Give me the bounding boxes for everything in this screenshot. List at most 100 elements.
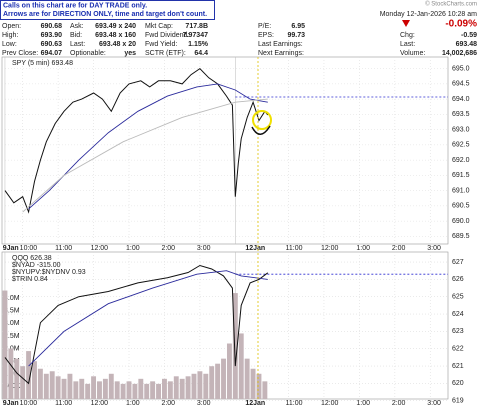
volume-bar xyxy=(97,381,102,399)
quote-label: Low: xyxy=(2,41,17,48)
y-tick-label: 627 xyxy=(452,259,464,266)
quote-label: Last: xyxy=(400,41,415,48)
quote-value: 7.97347 xyxy=(183,32,208,39)
volume-bar xyxy=(161,378,167,399)
legend-entry: $TRIN 0.84 xyxy=(12,276,48,283)
volume-bar xyxy=(2,290,8,399)
x-tick-label: 3:00 xyxy=(427,245,441,252)
quote-value: 693.48 x 160 xyxy=(95,32,136,39)
volume-bar xyxy=(244,358,250,399)
quote-value: 693.90 xyxy=(41,32,63,39)
quote-label: Bid: xyxy=(70,32,82,39)
volume-bar xyxy=(150,381,156,399)
y-tick-label: 691.0 xyxy=(452,187,470,194)
quote-value: 693.48 xyxy=(456,41,478,48)
volume-bar xyxy=(61,378,67,399)
y-tick-label: 692.5 xyxy=(452,142,470,149)
quote-value: -0.59 xyxy=(461,32,477,39)
y-tick-label: 622 xyxy=(452,346,464,353)
volume-bar xyxy=(262,381,268,399)
volume-bar xyxy=(49,371,55,399)
x-tick-label: 11:00 xyxy=(286,400,303,406)
volume-bar xyxy=(185,376,191,399)
volume-tick-label: 3.0M xyxy=(4,320,20,327)
volume-bar xyxy=(226,343,232,399)
y-tick-label: 693.0 xyxy=(452,126,470,133)
quote-label: Chg: xyxy=(400,32,415,39)
highlight-circle xyxy=(252,110,272,130)
x-tick-label: 12:00 xyxy=(321,245,339,252)
volume-bar xyxy=(43,373,49,399)
quote-label: Open: xyxy=(2,23,21,30)
plot-area xyxy=(1,56,449,245)
y-tick-label: 621 xyxy=(452,363,464,370)
note-line: Calls on this chart are for DAY TRADE on… xyxy=(3,2,147,9)
quote-value: 693.49 x 240 xyxy=(95,23,136,30)
x-tick-label: 2:00 xyxy=(392,245,406,252)
quote-label: EPS: xyxy=(258,32,274,39)
volume-bar xyxy=(102,378,108,399)
x-tick-label: 2:00 xyxy=(392,400,406,406)
volume-bar xyxy=(197,371,203,399)
y-tick-label: 693.5 xyxy=(452,111,470,118)
y-tick-label: 689.5 xyxy=(452,233,470,240)
volume-bar xyxy=(156,383,161,399)
volume-bar xyxy=(37,368,43,399)
direction-arrow xyxy=(251,125,271,135)
down-arrow xyxy=(402,20,410,27)
volume-bar xyxy=(203,373,209,399)
legend-entry: QQQ 626.38 xyxy=(12,255,52,262)
note-line: Arrows are for DIRECTION ONLY, time and … xyxy=(3,11,207,18)
quote-label: Last: xyxy=(70,41,85,48)
day-label: 9Jan xyxy=(3,400,19,406)
y-tick-label: 625 xyxy=(452,294,464,301)
volume-bar xyxy=(73,381,79,399)
quote-value: 64.4 xyxy=(194,50,208,57)
volume-tick-label: 3.5M xyxy=(4,308,20,315)
quote-label: Mkt Cap: xyxy=(145,23,173,30)
quote-value: 694.07 xyxy=(41,50,63,57)
quote-date: Monday 12-Jan-2026 10:28 am xyxy=(380,11,477,18)
volume-bar xyxy=(232,293,238,399)
volume-bar xyxy=(91,376,97,399)
volume-bar xyxy=(14,358,20,399)
day-label: 9Jan xyxy=(3,245,19,252)
volume-bar xyxy=(191,373,197,399)
quote-value: 14,002,686 xyxy=(442,50,477,57)
volume-bar xyxy=(256,373,262,399)
x-tick-label: 2:00 xyxy=(161,245,175,252)
x-tick-label: 10:00 xyxy=(20,245,38,252)
legend-entry: $NYUPV:$NYDNV 0.93 xyxy=(12,269,86,276)
x-tick-label: 12:00 xyxy=(91,400,109,406)
legend-entry: $NYAD -315.00 xyxy=(12,262,61,269)
x-tick-label: 3:00 xyxy=(197,245,211,252)
volume-bar xyxy=(144,383,150,399)
volume-tick-label: 2.5M xyxy=(4,333,20,340)
quote-value: 693.48 x 20 xyxy=(99,41,136,48)
day-label: 12Jan xyxy=(245,400,265,406)
quote-label: Last Earnings: xyxy=(258,41,303,48)
x-tick-label: 1:00 xyxy=(126,245,140,252)
x-tick-label: 1:00 xyxy=(356,400,370,406)
volume-bar xyxy=(126,381,132,399)
series-line xyxy=(28,83,268,210)
series-line xyxy=(4,264,269,385)
x-tick-label: 1:00 xyxy=(126,400,140,406)
volume-bar xyxy=(8,348,14,399)
quote-label: High: xyxy=(2,32,18,39)
series-line xyxy=(28,270,268,367)
quote-label: Fwd Dividend: xyxy=(145,32,189,39)
volume-tick-label: 4.0M xyxy=(4,295,20,302)
quote-value: 6.95 xyxy=(291,23,305,30)
change-pct: -0.09% xyxy=(445,19,477,30)
x-tick-label: 11:00 xyxy=(55,245,72,252)
series-line xyxy=(22,98,268,213)
y-tick-label: 694.5 xyxy=(452,81,470,88)
volume-bar xyxy=(209,366,215,399)
quote-value: 717.8B xyxy=(185,23,208,30)
quote-label: Next Earnings: xyxy=(258,50,304,57)
x-tick-label: 12:00 xyxy=(91,245,109,252)
volume-bar xyxy=(167,381,173,399)
volume-bar xyxy=(221,358,226,399)
